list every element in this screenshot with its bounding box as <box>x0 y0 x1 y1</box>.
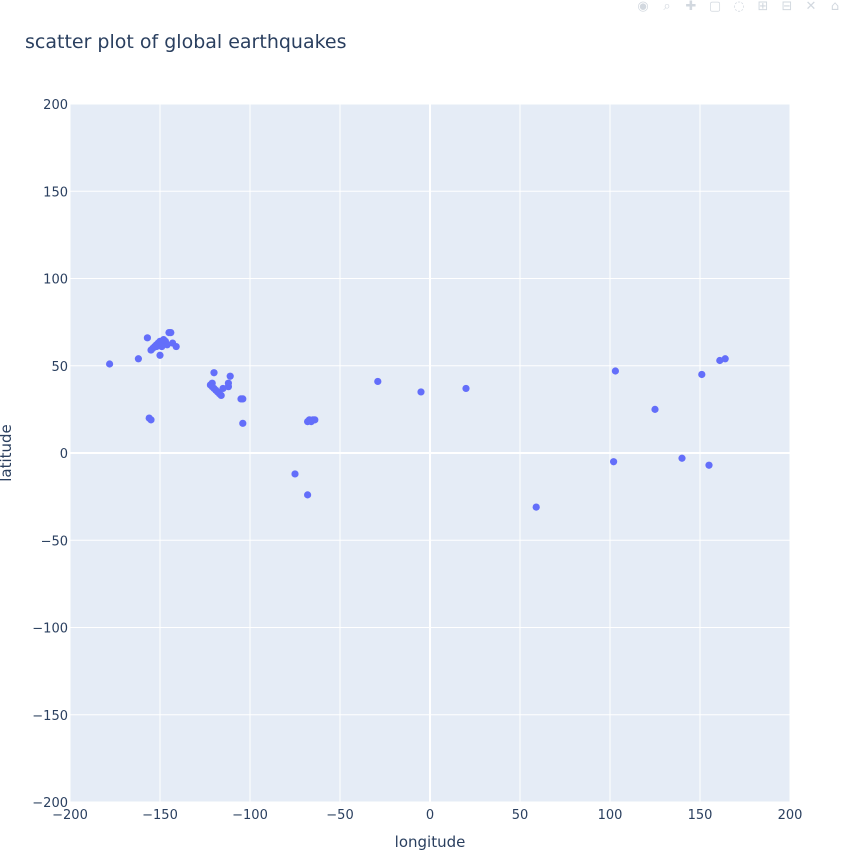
zoom-icon[interactable]: ⌕ <box>663 0 671 14</box>
scatter-point[interactable] <box>716 356 724 365</box>
x-tick-label: 150 <box>688 808 713 823</box>
scatter-point[interactable] <box>172 342 180 351</box>
chart-title: scatter plot of global earthquakes <box>25 31 347 53</box>
scatter-point[interactable] <box>239 395 247 403</box>
zoom-in-icon[interactable]: ⊞ <box>757 0 769 14</box>
scatter-point[interactable] <box>163 341 171 349</box>
pan-icon[interactable]: ✚ <box>685 0 697 14</box>
scatter-point[interactable] <box>239 419 247 427</box>
scatter-point[interactable] <box>224 379 232 387</box>
box-select-icon[interactable]: ▢ <box>708 0 722 14</box>
scatter-point[interactable] <box>217 391 225 400</box>
x-axis-title: longitude <box>395 833 466 851</box>
zoom-out-icon[interactable]: ⊟ <box>781 0 793 14</box>
x-tick-label: 0 <box>426 808 434 823</box>
scatter-point[interactable] <box>219 384 227 393</box>
y-axis-title: latitude <box>0 424 15 482</box>
scatter-point[interactable] <box>462 384 470 393</box>
scatter-point[interactable] <box>158 342 166 351</box>
scatter-point[interactable] <box>210 369 218 377</box>
x-tick-label: 200 <box>778 808 803 823</box>
y-tick-label: 50 <box>51 360 68 375</box>
modebar: ◉ ⌕ ✚ ▢ ◌ ⊞ ⊟ ✕ ⌂ <box>636 0 842 14</box>
scatter-point[interactable] <box>143 334 151 342</box>
gridlines <box>69 103 791 803</box>
scatter-point[interactable] <box>417 388 425 396</box>
scatter-point[interactable] <box>291 470 299 478</box>
y-tick-label: 0 <box>60 447 68 462</box>
x-tick-label: −150 <box>142 808 178 823</box>
x-tick-label: −100 <box>232 808 268 823</box>
scatter-point[interactable] <box>156 351 164 359</box>
y-tick-label: −150 <box>32 709 68 724</box>
scatter-point[interactable] <box>705 461 713 469</box>
y-tick-label: 200 <box>43 98 68 113</box>
y-tick-label: 150 <box>43 185 68 200</box>
y-tick-label: −100 <box>32 622 68 637</box>
scatter-point[interactable] <box>610 458 618 466</box>
scatter-point[interactable] <box>311 416 319 424</box>
scatter-point[interactable] <box>611 367 620 375</box>
y-tick-label: −50 <box>41 534 68 549</box>
y-tick-label: −200 <box>32 796 68 811</box>
scatter-point[interactable] <box>678 454 686 462</box>
scatter-point[interactable] <box>532 503 540 511</box>
data-points <box>106 328 729 511</box>
scatter-point[interactable] <box>374 377 382 386</box>
y-tick-labels: 200 150 100 50 0 −50 −100 −150 −200 <box>32 98 68 811</box>
scatter-point[interactable] <box>106 360 114 368</box>
camera-icon[interactable]: ◉ <box>637 0 649 14</box>
x-tick-label: 100 <box>598 808 623 823</box>
lasso-select-icon[interactable]: ◌ <box>733 0 745 14</box>
scatter-point[interactable] <box>651 405 659 413</box>
scatter-point[interactable] <box>304 491 312 499</box>
scatter-point[interactable] <box>134 355 142 363</box>
x-tick-label: 50 <box>512 808 529 823</box>
x-tick-label: −50 <box>326 808 353 823</box>
home-icon[interactable]: ⌂ <box>830 0 840 14</box>
scatter-point[interactable] <box>698 370 706 379</box>
scatter-point[interactable] <box>226 372 234 380</box>
y-tick-label: 100 <box>43 273 68 288</box>
scatter-point[interactable] <box>721 355 729 363</box>
scatter-point[interactable] <box>147 416 155 424</box>
scatter-point[interactable] <box>167 328 175 337</box>
x-tick-label: −200 <box>52 808 88 823</box>
x-tick-labels: −200 −150 −100 −50 0 50 100 150 200 <box>52 808 802 823</box>
autoscale-icon[interactable]: ✕ <box>805 0 817 14</box>
scatter-point[interactable] <box>152 342 160 351</box>
